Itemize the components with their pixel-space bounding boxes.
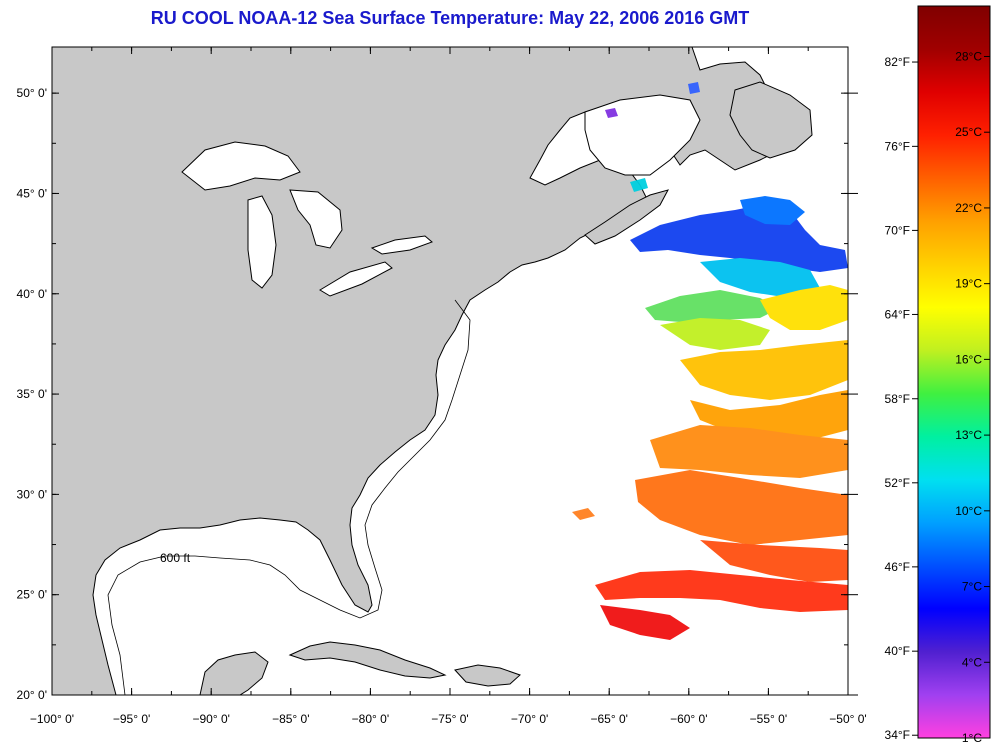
lon-tick-label: −75° 0' bbox=[431, 712, 468, 726]
lon-tick-label: −70° 0' bbox=[511, 712, 548, 726]
colorbar-c-label: 19°C bbox=[955, 277, 982, 291]
lon-tick-label: −90° 0' bbox=[192, 712, 229, 726]
isobath-600ft bbox=[107, 299, 471, 695]
colorbar-f-label: 46°F bbox=[885, 560, 910, 574]
colorbar-celsius-labels: 28°C 25°C 22°C 19°C 16°C 13°C 10°C 7°C 4°C 1°C bbox=[955, 49, 990, 745]
colorbar-c-label: 22°C bbox=[955, 201, 982, 215]
lake-michigan bbox=[247, 195, 277, 289]
lon-tick-label: −60° 0' bbox=[670, 712, 707, 726]
lake-superior bbox=[181, 141, 301, 191]
latitude-axis: 20° 0' 25° 0' 30° 0' 35° 0' 40° 0' 45° 0' 50° … bbox=[17, 86, 858, 702]
land-nova-scotia bbox=[584, 189, 669, 245]
colorbar-f-label: 58°F bbox=[885, 392, 910, 406]
colorbar-gradient bbox=[917, 5, 991, 739]
colorbar-f-label: 70°F bbox=[885, 223, 910, 237]
colorbar-f-label: 40°F bbox=[885, 644, 910, 658]
lake-huron bbox=[289, 189, 343, 249]
isobath-label: 600 ft bbox=[160, 551, 191, 565]
lon-tick-label: −80° 0' bbox=[352, 712, 389, 726]
lat-tick-label: 25° 0' bbox=[17, 588, 47, 602]
map-title: RU COOL NOAA-12 Sea Surface Temperature:… bbox=[150, 8, 750, 28]
lat-tick-label: 50° 0' bbox=[17, 86, 47, 100]
land-hispaniola bbox=[454, 664, 521, 687]
land-yucatan bbox=[199, 651, 269, 695]
land-north-america bbox=[52, 47, 806, 695]
lon-tick-label: −50° 0' bbox=[829, 712, 866, 726]
colorbar-c-label: 16°C bbox=[955, 352, 982, 366]
lon-tick-label: −85° 0' bbox=[272, 712, 309, 726]
land-cuba bbox=[288, 641, 447, 679]
colorbar-f-label: 34°F bbox=[885, 728, 910, 742]
lon-tick-label: −95° 0' bbox=[113, 712, 150, 726]
colorbar-f-label: 64°F bbox=[885, 307, 910, 321]
lon-tick-label: −65° 0' bbox=[590, 712, 627, 726]
colorbar-c-label: 13°C bbox=[955, 428, 982, 442]
map-content: 600 ft bbox=[52, 47, 848, 695]
lon-tick-label: −100° 0' bbox=[30, 712, 74, 726]
land-newfoundland bbox=[729, 81, 813, 159]
colorbar-fahrenheit-labels: 82°F 76°F 70°F 64°F 58°F 52°F 46°F 40°F 34°F bbox=[885, 55, 918, 742]
colorbar-f-label: 76°F bbox=[885, 139, 910, 153]
lake-ontario bbox=[370, 235, 433, 255]
colorbar-f-label: 82°F bbox=[885, 55, 910, 69]
longitude-axis: −100° 0' −95° 0' −90° 0' −85° 0' −80° 0' −75°… bbox=[30, 47, 867, 726]
colorbar-c-label: 1°C bbox=[962, 731, 982, 745]
colorbar-c-label: 7°C bbox=[962, 580, 982, 594]
lat-tick-label: 35° 0' bbox=[17, 387, 47, 401]
colorbar-c-label: 4°C bbox=[962, 655, 982, 669]
colorbar-f-label: 52°F bbox=[885, 476, 910, 490]
colorbar-c-label: 10°C bbox=[955, 504, 982, 518]
colorbar: 82°F 76°F 70°F 64°F 58°F 52°F 46°F 40°F 34°F 28°… bbox=[885, 5, 991, 745]
colorbar-c-label: 28°C bbox=[955, 49, 982, 63]
lat-tick-label: 20° 0' bbox=[17, 688, 47, 702]
lat-tick-label: 40° 0' bbox=[17, 287, 47, 301]
lat-tick-label: 30° 0' bbox=[17, 487, 47, 501]
sst-data bbox=[572, 82, 848, 640]
lat-tick-label: 45° 0' bbox=[17, 186, 47, 200]
lon-tick-label: −55° 0' bbox=[750, 712, 787, 726]
colorbar-c-label: 25°C bbox=[955, 125, 982, 139]
lake-erie bbox=[319, 261, 393, 297]
